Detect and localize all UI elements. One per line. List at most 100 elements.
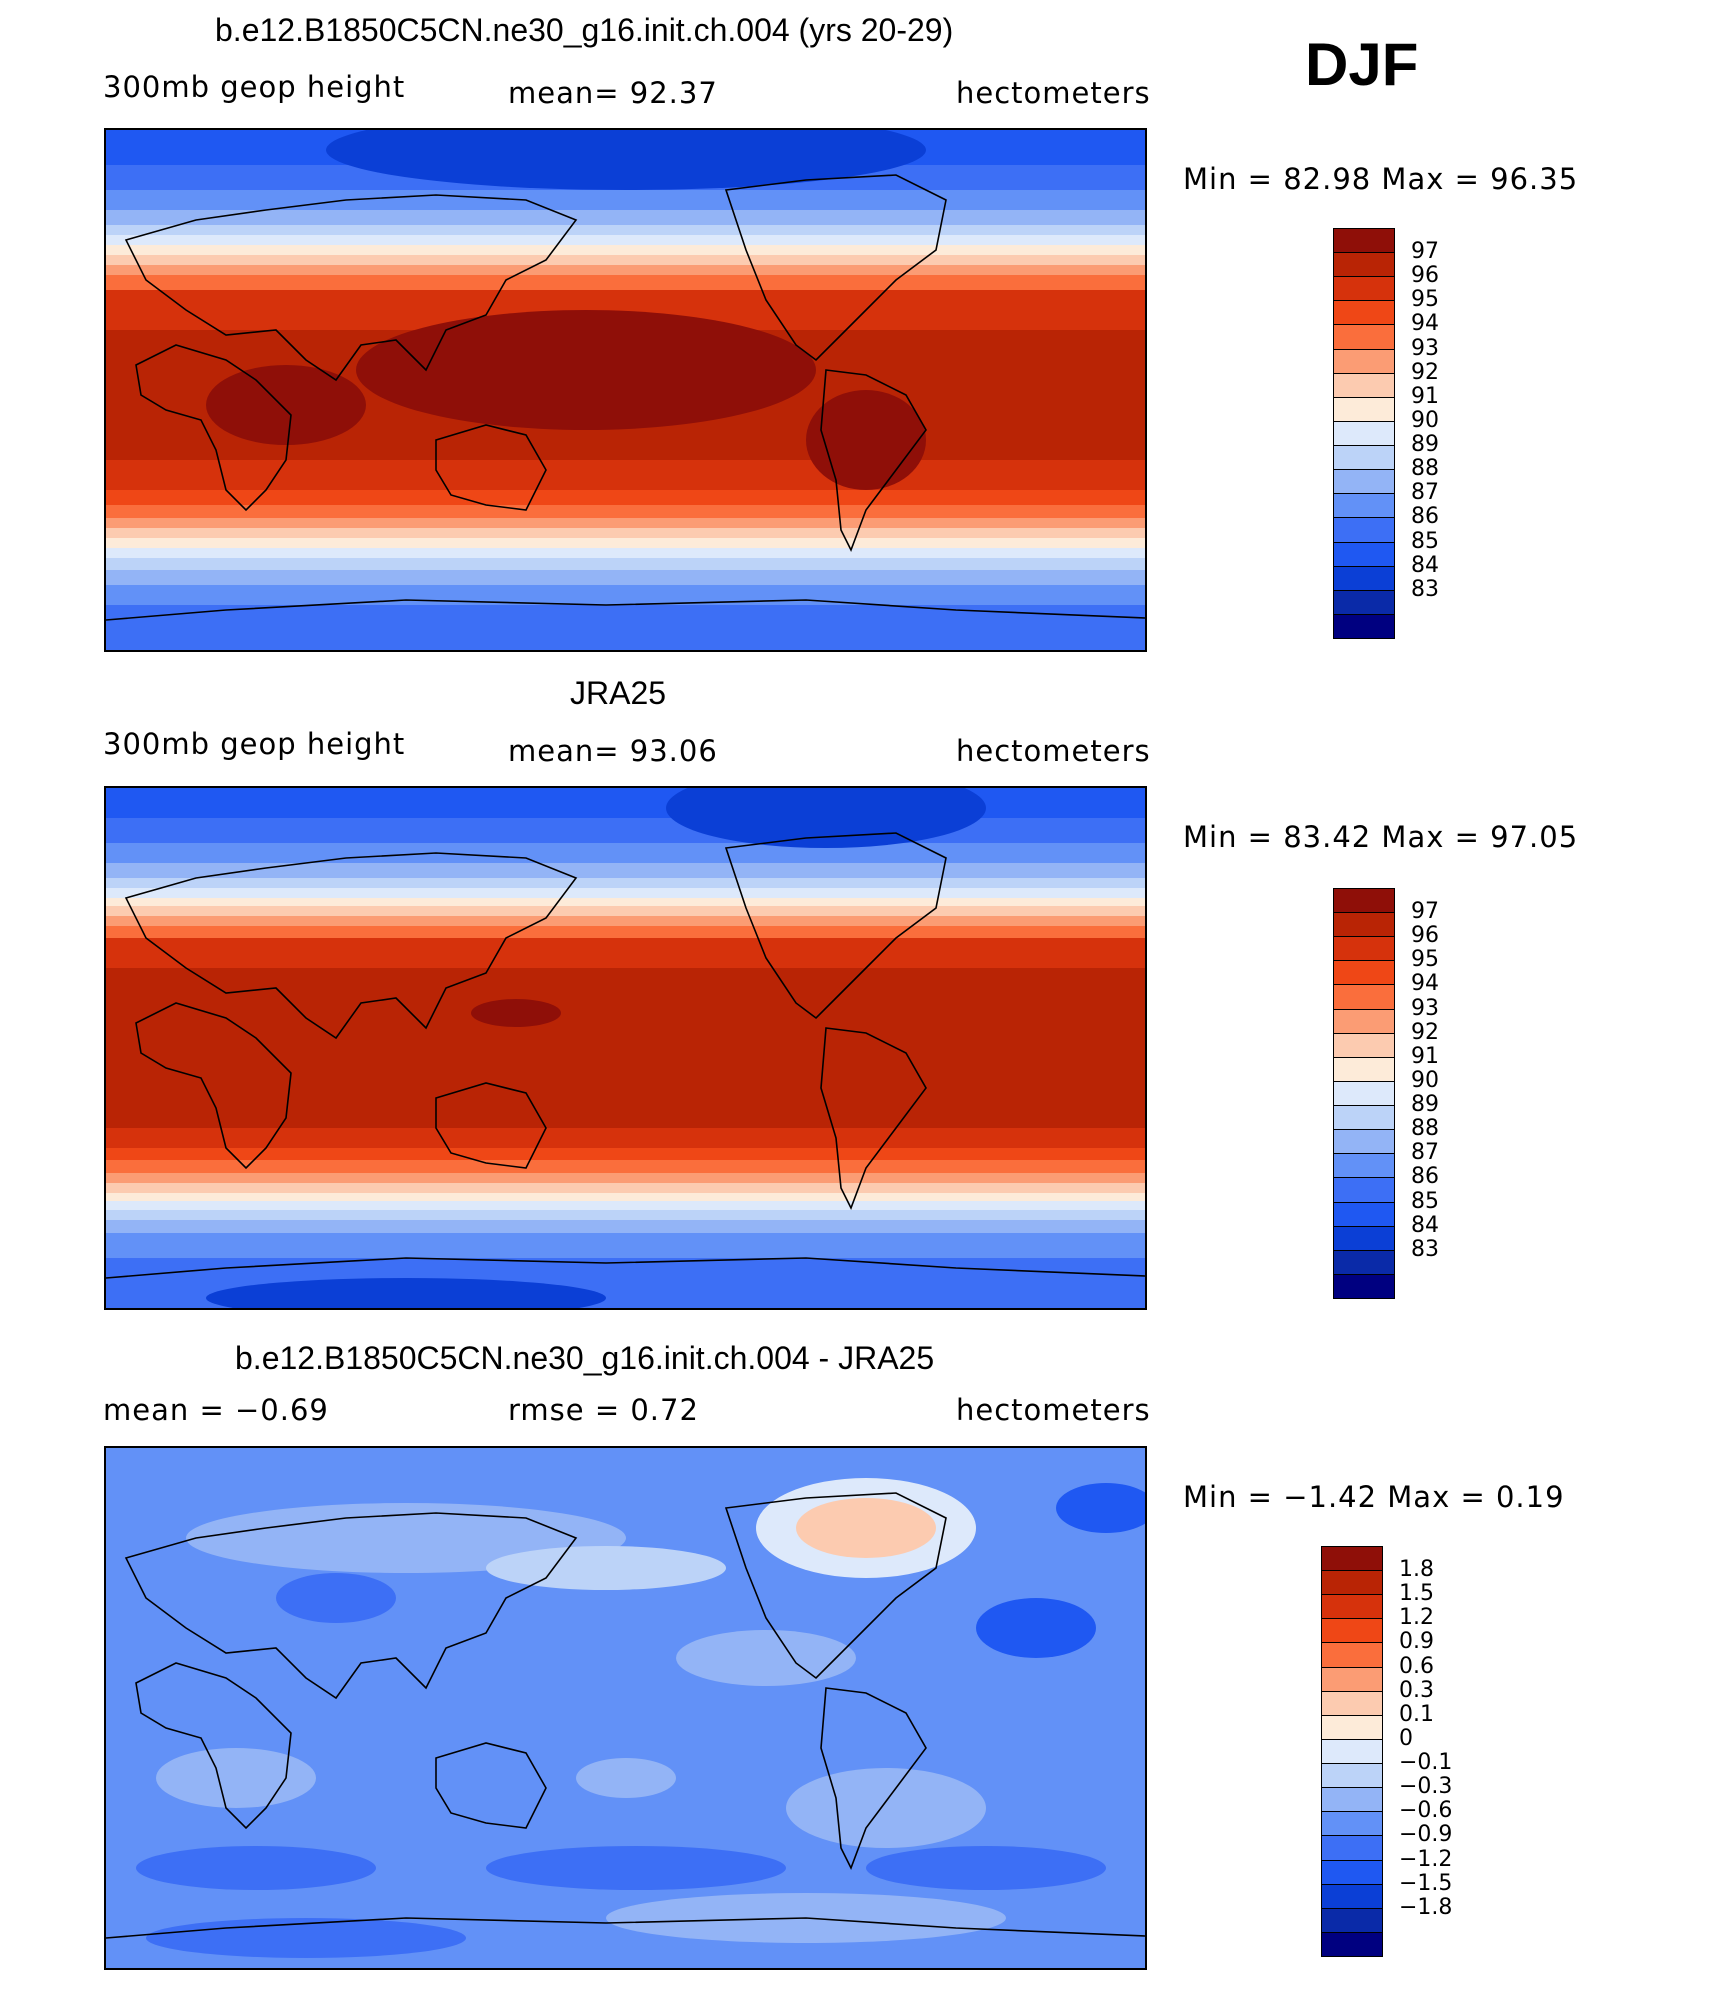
colorbar-box <box>1333 541 1395 567</box>
colorbar-box <box>1333 228 1395 254</box>
colorbar-box <box>1333 1273 1395 1299</box>
panel-3-units: hectometers <box>956 1393 1151 1427</box>
colorbar-tick-label: −0.6 <box>1399 1798 1453 1824</box>
colorbar-box <box>1321 1690 1383 1716</box>
colorbar-tick-label: 95 <box>1411 287 1439 313</box>
colorbar-tick-label: 96 <box>1411 263 1439 289</box>
panel-2-mean: mean= 93.06 <box>508 734 718 768</box>
colorbar-tick-label: −1.8 <box>1399 1894 1453 1920</box>
colorbar-tick-label: 92 <box>1411 359 1439 385</box>
colorbar-tick-label: 92 <box>1411 1019 1439 1045</box>
panel-3-colorbar: 1.8 1.5 1.2 0.9 0.6 0.3 0.1 0 −0.1 −0.3 −0.6 −0.9 −1… <box>1321 1546 1452 1957</box>
colorbar-box <box>1321 1787 1383 1813</box>
colorbar-tick-label: 94 <box>1411 311 1439 337</box>
panel-1-units: hectometers <box>956 76 1151 110</box>
colorbar-box <box>1321 1835 1383 1861</box>
panel-3-map <box>104 1446 1147 1970</box>
colorbar-tick-label: 83 <box>1411 576 1439 602</box>
colorbar-box <box>1321 1594 1383 1620</box>
colorbar-tick-label: 87 <box>1411 480 1439 506</box>
colorbar-box <box>1333 1153 1395 1179</box>
colorbar-box <box>1333 960 1395 986</box>
panel-1-minmax: Min = 82.98 Max = 96.35 <box>1183 162 1579 196</box>
panel-2-colorbar: 97 96 95 94 93 92 91 90 89 88 87 86 85 84 83 <box>1333 888 1439 1299</box>
colorbar-tick-label: 86 <box>1411 1164 1439 1190</box>
colorbar-box <box>1333 1177 1395 1203</box>
colorbar-box <box>1321 1859 1383 1885</box>
colorbar-box <box>1333 1032 1395 1058</box>
colorbar-tick-label: −0.1 <box>1399 1750 1453 1776</box>
panel-3-title: b.e12.B1850C5CN.ne30_g16.init.ch.004 - J… <box>235 1340 935 1376</box>
colorbar-box <box>1333 1008 1395 1034</box>
colorbar-box <box>1333 888 1395 914</box>
colorbar-tick-label: 86 <box>1411 504 1439 530</box>
colorbar-tick-label: 0.6 <box>1399 1653 1434 1679</box>
colorbar-box <box>1333 493 1395 519</box>
colorbar-box <box>1321 1666 1383 1692</box>
colorbar-tick-label: 93 <box>1411 995 1439 1021</box>
colorbar-tick-label: 91 <box>1411 1043 1439 1069</box>
colorbar-tick-label: 85 <box>1411 1188 1439 1214</box>
panel-1-variable: 300mb geop height <box>103 70 406 104</box>
colorbar-box <box>1333 396 1395 422</box>
colorbar-box <box>1333 348 1395 374</box>
colorbar-tick-label: 88 <box>1411 456 1439 482</box>
colorbar-tick-label: −0.9 <box>1399 1822 1453 1848</box>
colorbar-tick-label: 0 <box>1399 1725 1413 1751</box>
season-label: DJF <box>1305 31 1419 98</box>
colorbar-box <box>1333 252 1395 278</box>
colorbar-box <box>1321 1883 1383 1909</box>
colorbar-tick-label: 0.9 <box>1399 1629 1434 1655</box>
colorbar-tick-label: 1.5 <box>1399 1581 1434 1607</box>
colorbar-box <box>1333 1105 1395 1131</box>
colorbar-tick-label: 89 <box>1411 432 1439 458</box>
colorbar-tick-label: 0.1 <box>1399 1701 1434 1727</box>
colorbar-box <box>1333 1080 1395 1107</box>
colorbar-box <box>1333 1201 1395 1227</box>
panel-2-title: JRA25 <box>570 675 667 711</box>
colorbar-tick-label: 0.3 <box>1399 1677 1434 1703</box>
colorbar-box <box>1333 936 1395 962</box>
colorbar-box <box>1333 372 1395 398</box>
colorbar-box <box>1333 1225 1395 1251</box>
colorbar-box <box>1333 565 1395 591</box>
colorbar-box <box>1333 589 1395 615</box>
colorbar-tick-label: −1.2 <box>1399 1846 1453 1872</box>
colorbar-tick-label: 96 <box>1411 923 1439 949</box>
colorbar-box <box>1333 613 1395 639</box>
panel-2-minmax: Min = 83.42 Max = 97.05 <box>1183 820 1579 854</box>
panel-3-mean: mean = −0.69 <box>103 1393 329 1427</box>
panel-1-mean: mean= 92.37 <box>508 76 718 110</box>
panel-2-map <box>104 786 1147 1310</box>
colorbar-box <box>1321 1907 1383 1933</box>
colorbar-tick-label: 83 <box>1411 1236 1439 1262</box>
colorbar-box <box>1321 1642 1383 1668</box>
colorbar-box <box>1321 1714 1383 1740</box>
colorbar-tick-label: 84 <box>1411 1212 1439 1238</box>
colorbar-box <box>1333 517 1395 543</box>
colorbar-box <box>1333 1249 1395 1275</box>
colorbar-box <box>1333 300 1395 326</box>
colorbar-tick-label: 84 <box>1411 552 1439 578</box>
colorbar-box <box>1321 1546 1383 1572</box>
panel-2-units: hectometers <box>956 734 1151 768</box>
colorbar-tick-label: 87 <box>1411 1140 1439 1166</box>
colorbar-box <box>1321 1811 1383 1837</box>
colorbar-box <box>1333 276 1395 302</box>
colorbar-box <box>1333 984 1395 1010</box>
colorbar-box <box>1321 1931 1383 1957</box>
colorbar-box <box>1333 445 1395 471</box>
panel-3-minmax: Min = −1.42 Max = 0.19 <box>1183 1480 1565 1514</box>
colorbar-tick-label: 97 <box>1411 239 1439 265</box>
colorbar-tick-label: −1.5 <box>1399 1870 1453 1896</box>
colorbar-box <box>1321 1570 1383 1596</box>
colorbar-tick-label: 1.2 <box>1399 1605 1434 1631</box>
colorbar-box <box>1333 324 1395 350</box>
colorbar-tick-label: 93 <box>1411 335 1439 361</box>
colorbar-tick-label: 97 <box>1411 899 1439 925</box>
colorbar-tick-label: 88 <box>1411 1116 1439 1142</box>
colorbar-tick-label: 94 <box>1411 971 1439 997</box>
panel-2-variable: 300mb geop height <box>103 727 406 761</box>
colorbar-box <box>1333 1129 1395 1155</box>
colorbar-tick-label: 85 <box>1411 528 1439 554</box>
